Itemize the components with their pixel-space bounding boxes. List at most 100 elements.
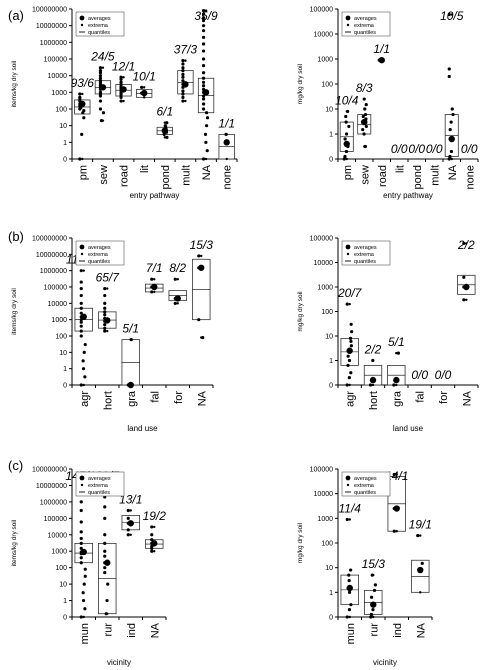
chart-panel-3: 0 1 10 100 1000 10000 100000 1000000 10000000 100… [8, 229, 214, 433]
data-point [181, 62, 185, 66]
y-tick-label: 100 [321, 541, 333, 548]
extremum-point [129, 533, 132, 536]
data-point [78, 95, 82, 99]
data-point [103, 301, 107, 305]
extremum-point [348, 302, 351, 306]
panel-label: (a) [8, 8, 24, 23]
y-tick-label: 10 [59, 123, 67, 130]
data-point [201, 80, 206, 84]
extremum-point [82, 383, 85, 387]
average-point [99, 84, 107, 91]
data-point [363, 107, 367, 111]
data-point [163, 124, 167, 128]
average-point [393, 505, 400, 512]
y-axis-label: mg/kg dry soil [297, 63, 304, 104]
x-axis-label: land use [127, 424, 158, 433]
extremum-point [395, 383, 398, 387]
average-point [346, 347, 353, 354]
data-point [362, 132, 366, 136]
category-label: none [222, 165, 234, 189]
data-point [447, 12, 451, 17]
extremum-point [153, 550, 156, 553]
average-point [378, 56, 385, 64]
data-point [82, 350, 86, 354]
data-point [140, 85, 144, 89]
extremum-point [395, 351, 398, 355]
extremum-point [419, 534, 422, 537]
data-point [349, 322, 353, 326]
legend-average-marker [345, 15, 351, 21]
data-point [82, 582, 86, 586]
category-label: pond [412, 165, 424, 189]
data-point [396, 351, 401, 355]
data-point [201, 29, 206, 33]
data-point [150, 538, 154, 542]
data-point [201, 97, 206, 101]
data-point [103, 286, 107, 291]
data-point [344, 132, 349, 136]
average-point [198, 264, 205, 271]
y-tick-label: 100000000 [32, 236, 67, 243]
legend-averages-label: averages [354, 476, 377, 482]
y-axis-label: mg/kg dry soil [297, 291, 304, 332]
data-point [346, 354, 350, 358]
average-point [104, 317, 111, 324]
data-point [181, 92, 185, 96]
data-point [201, 107, 206, 111]
category-label: ind [392, 623, 404, 638]
data-point [83, 574, 87, 578]
extremum-point [200, 254, 203, 258]
extremum-point [101, 66, 105, 69]
data-point [201, 24, 206, 28]
data-point [448, 127, 452, 132]
count-annotation: 93/6 [71, 76, 95, 90]
y-tick-label: 1000 [51, 549, 67, 556]
y-tick-label: 1000 [51, 317, 67, 324]
extremum-point [129, 338, 132, 341]
data-point [103, 549, 107, 553]
average-point [182, 81, 189, 88]
data-point [181, 72, 185, 76]
panel-label: (c) [8, 458, 23, 473]
chart-panel-5: 0 1 10 100 1000 10000 100000 1000000 10000000 100… [8, 458, 167, 667]
data-point [119, 80, 123, 84]
data-point [103, 329, 107, 333]
legend-extrema-marker [346, 23, 350, 27]
data-point [81, 591, 85, 595]
chart-panel-2: 0 1 10 100 1000 10000 100000 mg/kg dry soil entr… [297, 7, 479, 200]
data-point [81, 367, 86, 371]
extremum-point [345, 157, 348, 161]
category-label: NA [201, 164, 213, 180]
y-axis-label: items/kg dry soil [11, 60, 18, 107]
data-point [181, 79, 185, 83]
y-tick-label: 0 [63, 383, 67, 390]
legend-averages-label: averages [88, 16, 111, 22]
y-tick-label: 10000 [48, 73, 68, 80]
legend-quantiles-label: quantiles [88, 259, 110, 265]
extremum-point [363, 97, 366, 101]
chart-panel-4: 0 1 10 100 1000 10000 100000 mg/kg dry soil land… [297, 236, 479, 433]
data-point [181, 75, 185, 79]
average-point [343, 140, 350, 148]
panel-label: (b) [8, 229, 24, 244]
y-tick-label: 1000000 [40, 499, 67, 506]
average-point [80, 313, 87, 320]
data-point [448, 154, 452, 159]
extremum-point [163, 136, 167, 139]
y-tick-label: 0 [329, 157, 333, 164]
y-tick-label: 1000000 [40, 268, 67, 275]
extremum-point [348, 615, 351, 619]
data-point [103, 554, 107, 558]
y-tick-label: 100000 [44, 285, 67, 292]
data-point [98, 107, 103, 111]
data-point [79, 500, 83, 504]
extremum-point [153, 278, 156, 281]
data-point [98, 74, 103, 78]
category-label: for [438, 391, 450, 404]
y-axis-label: items/kg dry soil [11, 519, 18, 566]
extremum-point [348, 383, 351, 387]
y-axis-label: items/kg dry soil [11, 288, 18, 335]
count-annotation: 10/1 [133, 69, 156, 83]
